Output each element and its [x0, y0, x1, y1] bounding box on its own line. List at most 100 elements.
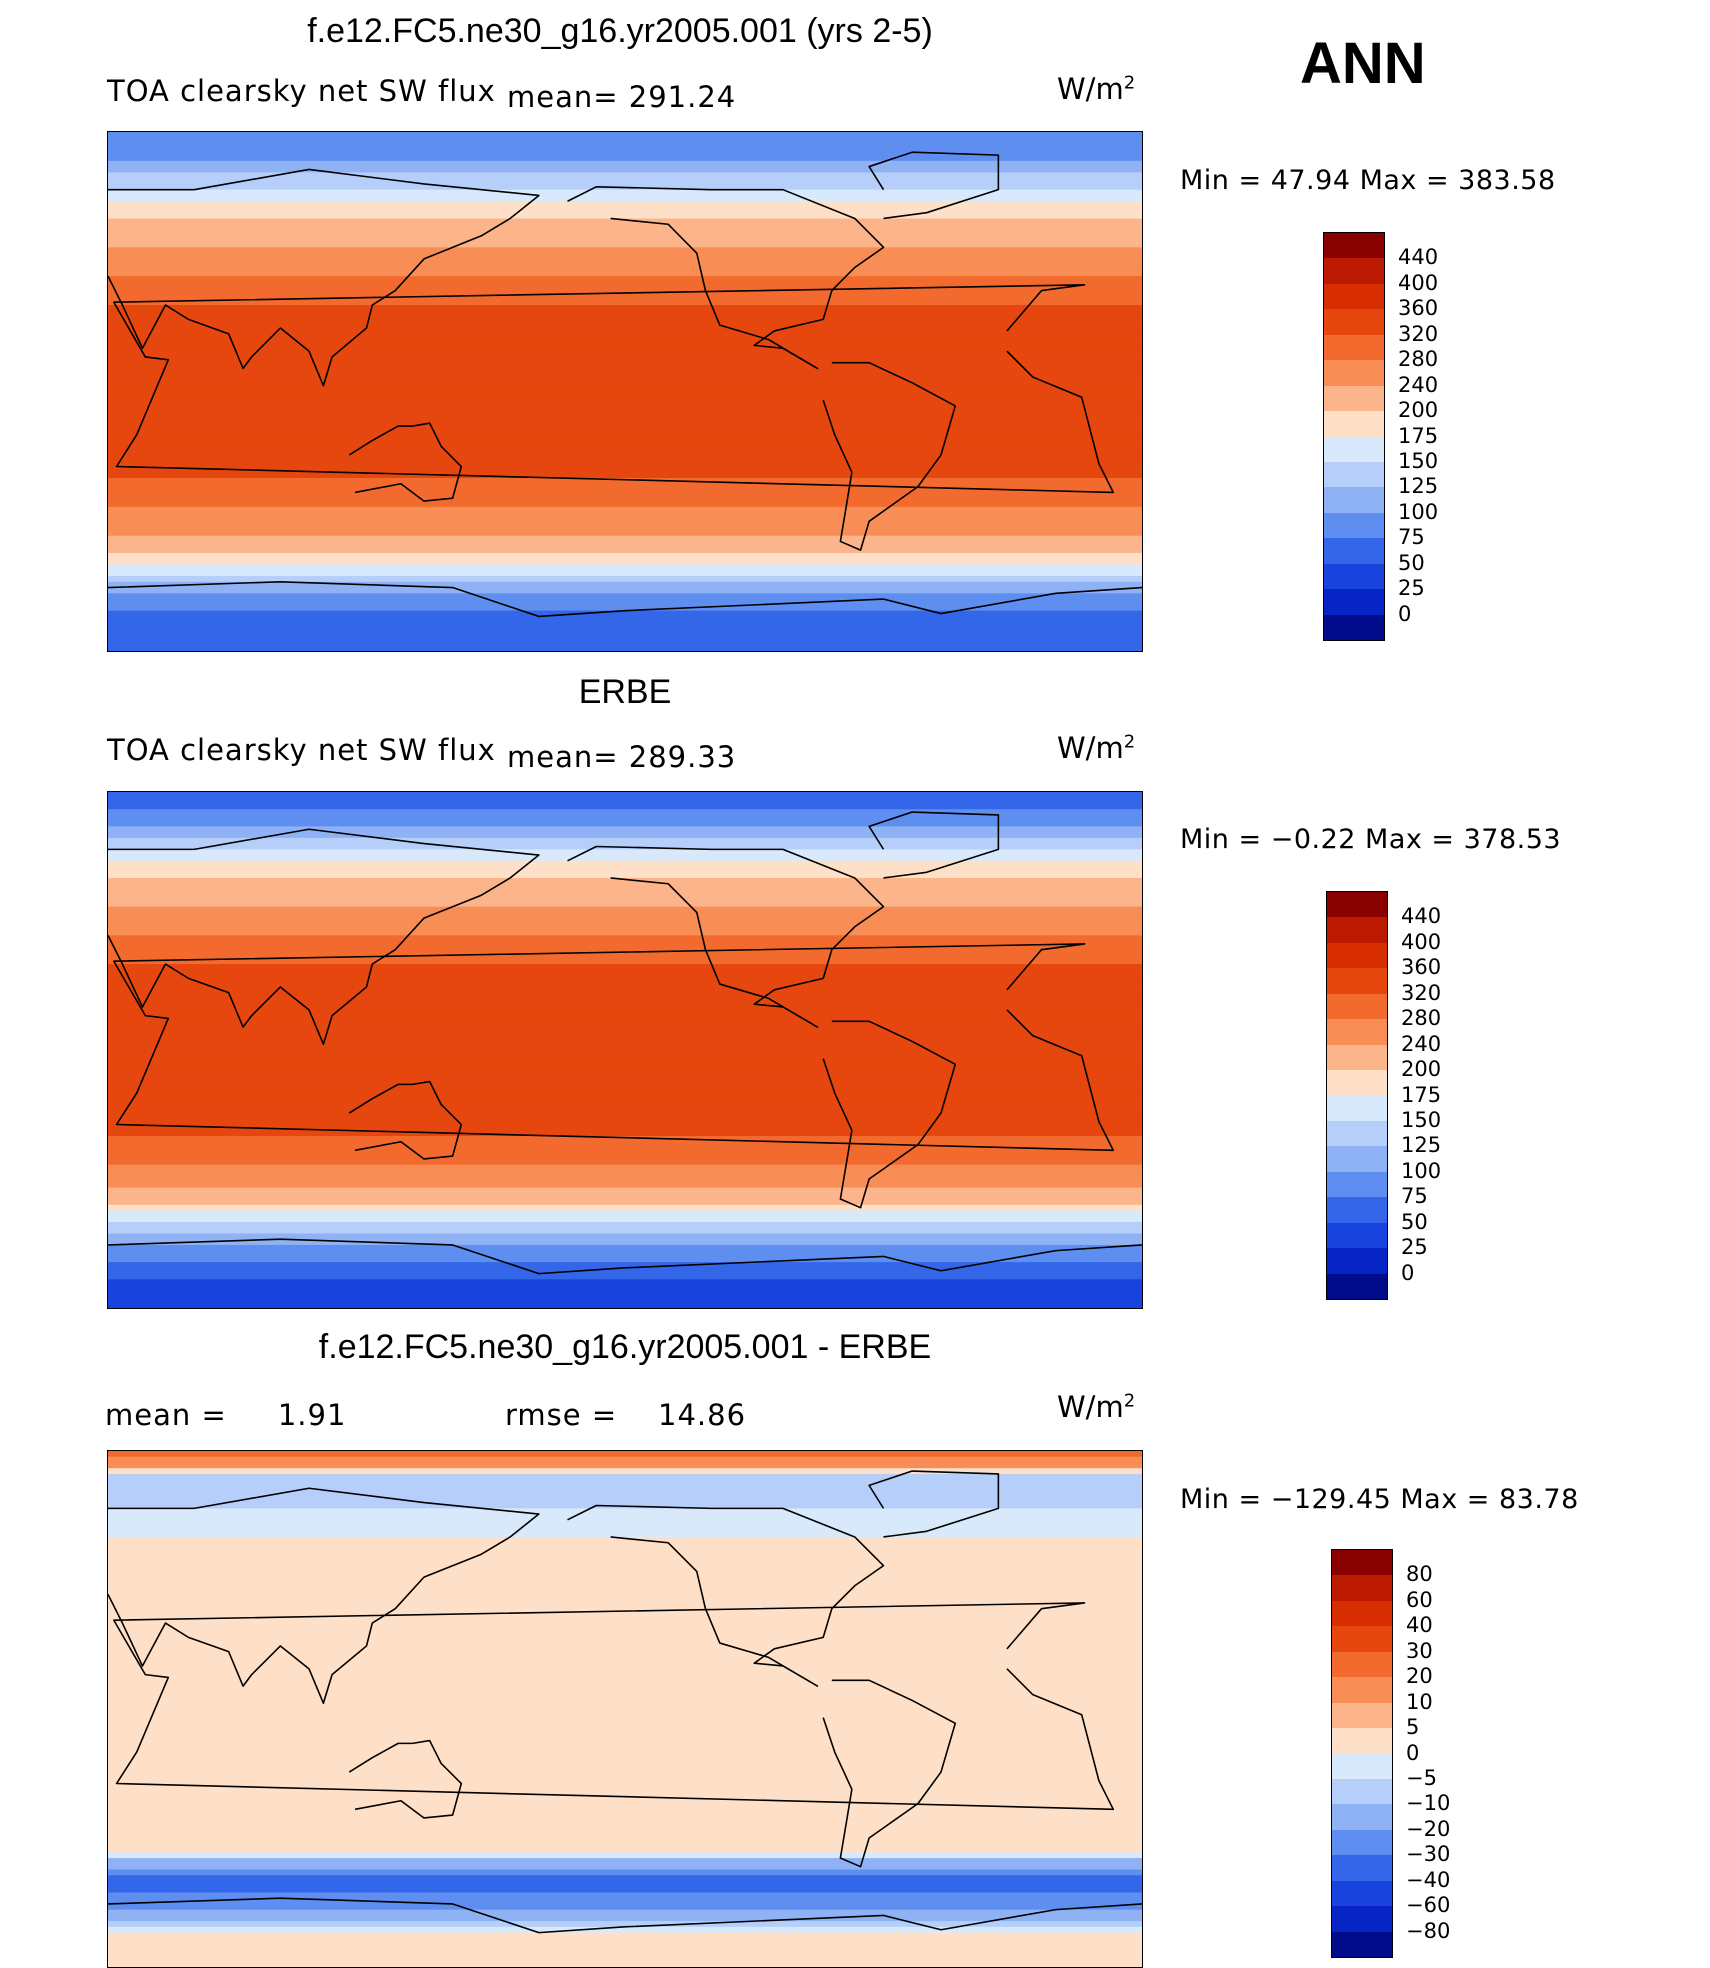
panel3-colorbar-tick-label: −40	[1406, 1867, 1451, 1892]
panel2-zonal-band	[108, 809, 1142, 816]
panel3-colorbar-tick-label: 20	[1406, 1664, 1433, 1689]
panel2-zonal-band	[108, 1078, 1142, 1086]
panel1-africa-outline	[112, 284, 1115, 494]
panel2-mean: mean= 289.33	[507, 740, 737, 774]
panel3-zonal-band	[108, 1915, 1142, 1922]
panel1-colorbar-swatch	[1324, 334, 1384, 362]
panel3-colorbar-tick-label: 5	[1406, 1715, 1420, 1740]
panel2-zonal-band	[108, 1124, 1142, 1132]
panel1-zonal-band	[108, 529, 1142, 537]
panel1-zonal-band	[108, 328, 1142, 335]
panel3-antarctica-outline	[108, 1897, 1142, 1934]
panel3-colorbar-swatch	[1332, 1728, 1392, 1755]
panel2-colorbar-tick-label: 125	[1401, 1133, 1442, 1158]
panel1-zonal-band	[108, 195, 1142, 202]
panel3-zonal-band	[108, 1640, 1142, 1647]
panel3-zonal-band	[108, 1479, 1142, 1487]
panel1-zonal-band	[108, 616, 1142, 623]
panel1-zonal-band	[108, 403, 1142, 410]
panel2-zonal-band	[108, 1021, 1142, 1028]
panel1-colorbar-tick-label: 240	[1398, 372, 1439, 397]
panel3-zonal-band	[108, 1938, 1142, 1945]
panel2-greenland-outline	[868, 811, 1000, 879]
panel2-title: ERBE	[578, 673, 672, 711]
panel1-colorbar-swatch	[1324, 487, 1384, 514]
panel1-colorbar-swatch	[1324, 233, 1384, 260]
panel3-zonal-band	[108, 1577, 1142, 1584]
panel3-zonal-band	[108, 1944, 1142, 1951]
panel1-zonal-band	[108, 478, 1142, 485]
panel2-zonal-band	[108, 1113, 1142, 1120]
panel2-zonal-band	[108, 964, 1142, 971]
panel2-zonal-band	[108, 855, 1142, 862]
panel2-colorbar-tick-label: 25	[1401, 1235, 1428, 1260]
panel3-zonal-band	[108, 1634, 1142, 1641]
panel2-colorbar-swatch	[1327, 1273, 1387, 1300]
panel3-zonal-band	[108, 1777, 1142, 1785]
panel3-minmax: Min = −129.45 Max = 83.78	[1180, 1484, 1579, 1515]
panel3-zonal-band	[108, 1926, 1142, 1934]
panel3-zonal-band	[108, 1537, 1142, 1544]
panel1-colorbar-tick-label: 360	[1398, 296, 1439, 321]
panel3-zonal-band	[108, 1456, 1142, 1464]
panel3-zonal-band	[108, 1554, 1142, 1561]
panel1-zonal-band	[108, 535, 1142, 543]
panel2-zonal-band	[108, 1130, 1142, 1137]
panel3-zonal-band	[108, 1772, 1142, 1779]
panel2-zonal-band	[108, 1187, 1142, 1195]
panel2-zonal-band	[108, 1044, 1142, 1051]
panel1-greenland-outline	[868, 151, 1000, 220]
panel3-zonal-band	[108, 1525, 1142, 1533]
panel2-zonal-band	[108, 883, 1142, 891]
panel3-colorbar-swatch	[1332, 1906, 1392, 1933]
panel1-zonal-band	[108, 512, 1142, 520]
panel1-zonal-band	[108, 149, 1142, 156]
panel1-zonal-band	[108, 258, 1142, 266]
panel3-colorbar-tick-label: 80	[1406, 1562, 1433, 1587]
panel3-zonal-band	[108, 1680, 1142, 1687]
panel1-zonal-band	[108, 460, 1142, 468]
panel2-zonal-band	[108, 929, 1142, 937]
panel1-zonal-band	[108, 247, 1142, 254]
panel3-colorbar-tick-label: −80	[1406, 1918, 1451, 1943]
panel1-zonal-band	[108, 155, 1142, 162]
panel3-zonal-band	[108, 1514, 1142, 1521]
panel2-zonal-band	[108, 1055, 1142, 1063]
panel1-zonal-band	[108, 264, 1142, 272]
panel1-zonal-band	[108, 495, 1142, 502]
panel1-zonal-band	[108, 218, 1142, 226]
panel2-zonal-band	[108, 1290, 1142, 1298]
panel2-zonal-band	[108, 1004, 1142, 1011]
panel3-zonal-band	[108, 1829, 1142, 1836]
panel3-zonal-band	[108, 1766, 1142, 1773]
panel1-colorbar-swatch	[1324, 614, 1384, 641]
panel1-zonal-band	[108, 443, 1142, 450]
panel2-zonal-band	[108, 1279, 1142, 1286]
panel3-zonal-band	[108, 1875, 1142, 1882]
panel3-zonal-band	[108, 1806, 1142, 1813]
panel3-zonal-band	[108, 1686, 1142, 1693]
panel2-zonal-band	[108, 912, 1142, 919]
panel3-zonal-band	[108, 1795, 1142, 1802]
panel1-zonal-band	[108, 541, 1142, 548]
panel3-zonal-band	[108, 1840, 1142, 1848]
panel2-colorbar-swatch	[1327, 968, 1387, 995]
season-label: ANN	[1300, 31, 1426, 96]
panel2-colorbar-swatch	[1327, 1120, 1387, 1148]
panel3-zonal-band	[108, 1726, 1142, 1733]
panel3-zonal-band	[108, 1663, 1142, 1670]
panel1-zonal-band	[108, 241, 1142, 249]
panel2-zonal-band	[108, 1084, 1142, 1091]
panel1-south-america-outline	[822, 361, 957, 551]
panel2-south-america-outline	[822, 1020, 957, 1209]
panel2-zonal-band	[108, 1032, 1142, 1040]
panel2-units: W/m2	[1057, 731, 1136, 765]
panel3-colorbar-tick-label: −60	[1406, 1893, 1451, 1918]
panel2-zonal-band	[108, 1204, 1142, 1212]
panel3-zonal-band	[108, 1559, 1142, 1567]
panel2-zonal-band	[108, 872, 1142, 879]
panel1-colorbar-swatch	[1324, 538, 1384, 565]
panel3-title: f.e12.FC5.ne30_g16.yr2005.001 - ERBE	[318, 1328, 932, 1366]
panel3-zonal-band	[108, 1594, 1142, 1601]
panel2-zonal-band	[108, 1267, 1142, 1275]
